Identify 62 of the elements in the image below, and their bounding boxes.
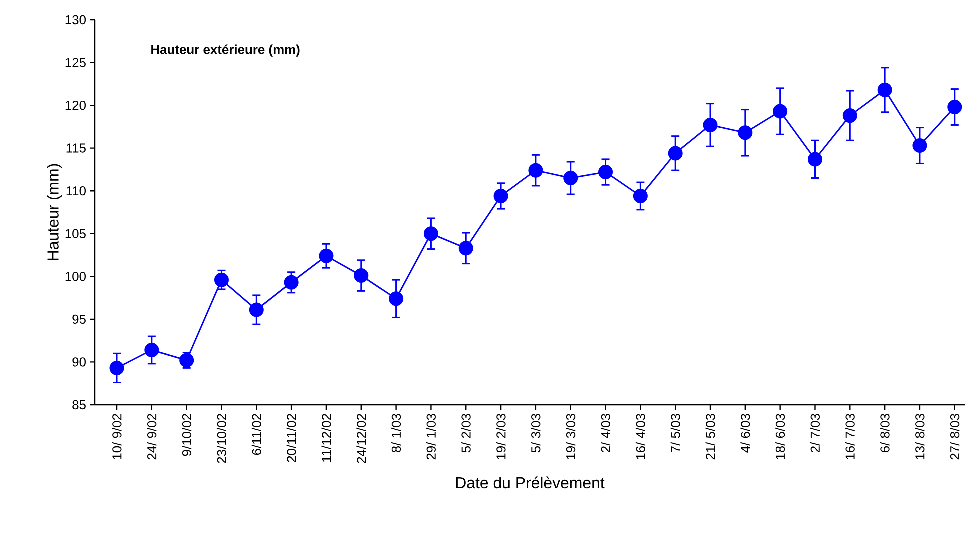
x-tick-label: 21/ 5/03 <box>706 414 716 460</box>
x-tick-label: 4/ 6/03 <box>740 414 750 453</box>
point <box>808 152 822 167</box>
x-tick-label: 6/11/02 <box>252 414 262 456</box>
x-tick-label: 2/ 7/03 <box>810 414 820 452</box>
point <box>249 302 264 318</box>
point <box>668 146 683 161</box>
x-tick-label: 7/ 5/03 <box>670 414 680 452</box>
x-tick-label: 27/ 8/03 <box>950 414 960 460</box>
y-axis-title: Hauteur (mm) <box>47 164 62 260</box>
x-tick-label: 8/ 1/03 <box>392 414 402 453</box>
point <box>633 188 648 204</box>
x-tick-label: 16/ 7/03 <box>845 414 855 460</box>
y-tick-label: 95 <box>72 314 86 324</box>
x-tick-label: 20/11/02 <box>286 414 296 462</box>
point <box>738 126 753 140</box>
x-tick-label: 23/10/02 <box>216 414 226 464</box>
x-tick-label: 13/ 8/03 <box>915 414 925 460</box>
x-tick-label: 9/10/02 <box>182 414 192 456</box>
x-tick-label: 29/ 1/03 <box>426 414 436 460</box>
x-tick-label: 18/ 6/03 <box>776 414 786 460</box>
x-axis-title: Date du Prélèvement <box>456 476 605 489</box>
y-tick-label: 120 <box>66 100 86 110</box>
point <box>458 241 474 256</box>
x-tick-label: 24/12/02 <box>356 414 366 464</box>
point <box>878 82 892 98</box>
point <box>564 171 578 186</box>
x-tick-label: 2/ 4/03 <box>601 414 611 452</box>
x-tick-label: 16/ 4/03 <box>636 414 646 460</box>
point <box>214 272 229 288</box>
x-tick-label: 5/ 2/03 <box>461 414 471 453</box>
x-tick-label: 10/ 9/02 <box>112 414 122 460</box>
point <box>494 188 508 204</box>
y-tick-label: 125 <box>66 58 86 68</box>
point <box>354 268 369 284</box>
y-tick-label: 115 <box>66 144 86 153</box>
text: Hauteur extérieure (mm) <box>152 44 300 57</box>
y-tick-label: 105 <box>66 229 86 238</box>
point <box>773 104 788 119</box>
point <box>912 138 928 154</box>
y-tick-label: 90 <box>72 358 86 367</box>
point <box>703 118 718 132</box>
y-tick-label: 110 <box>66 186 86 196</box>
y-tick-label: 85 <box>72 400 86 410</box>
x-tick-label: 11/12/02 <box>322 414 332 462</box>
point <box>948 100 962 115</box>
x-tick-label: 24/ 9/02 <box>147 414 157 460</box>
point <box>598 165 614 180</box>
x-tick-label: 19/ 2/03 <box>496 414 506 460</box>
point <box>842 108 858 124</box>
point <box>144 342 160 358</box>
x-tick-label: 19/ 3/03 <box>566 414 576 460</box>
point <box>110 360 124 376</box>
x-tick-label: 6/ 8/03 <box>880 414 890 452</box>
y-tick-label: 100 <box>66 272 86 282</box>
point <box>389 292 404 306</box>
point <box>284 275 299 290</box>
y-tick-label: 130 <box>66 15 86 25</box>
point <box>528 163 544 178</box>
point <box>319 248 334 264</box>
x-tick-label: 5/ 3/03 <box>531 414 541 453</box>
point <box>424 226 438 242</box>
